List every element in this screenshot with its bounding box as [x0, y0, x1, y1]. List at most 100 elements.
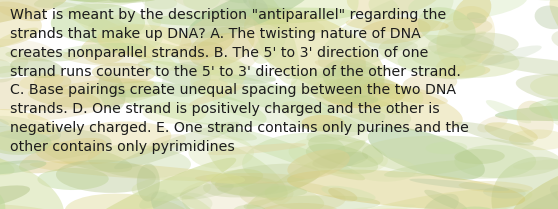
Ellipse shape: [0, 39, 28, 74]
Ellipse shape: [320, 76, 406, 108]
Ellipse shape: [151, 192, 208, 209]
Ellipse shape: [0, 0, 67, 32]
Ellipse shape: [244, 8, 385, 93]
Ellipse shape: [345, 17, 449, 32]
Ellipse shape: [145, 0, 256, 47]
Ellipse shape: [460, 32, 519, 54]
Ellipse shape: [189, 84, 245, 106]
Ellipse shape: [0, 183, 6, 209]
Ellipse shape: [517, 101, 554, 139]
Ellipse shape: [74, 0, 166, 10]
Ellipse shape: [215, 176, 280, 196]
Ellipse shape: [410, 179, 509, 191]
Ellipse shape: [62, 49, 153, 66]
Ellipse shape: [330, 204, 416, 209]
Ellipse shape: [247, 140, 365, 209]
Ellipse shape: [458, 206, 509, 209]
Ellipse shape: [56, 160, 156, 193]
Ellipse shape: [138, 61, 335, 115]
Ellipse shape: [428, 33, 494, 58]
Ellipse shape: [516, 74, 558, 115]
Ellipse shape: [312, 152, 368, 168]
Ellipse shape: [492, 157, 558, 209]
Ellipse shape: [178, 13, 264, 81]
Ellipse shape: [0, 109, 60, 135]
Ellipse shape: [0, 119, 20, 136]
Ellipse shape: [88, 14, 161, 36]
Ellipse shape: [461, 51, 504, 66]
Ellipse shape: [48, 0, 121, 2]
Text: C. Base pairings create unequal spacing between the two DNA: C. Base pairings create unequal spacing …: [10, 83, 456, 97]
Ellipse shape: [384, 160, 483, 177]
Ellipse shape: [434, 31, 486, 55]
Ellipse shape: [311, 208, 416, 209]
Ellipse shape: [257, 203, 339, 209]
Ellipse shape: [193, 79, 228, 89]
Ellipse shape: [0, 66, 21, 78]
Ellipse shape: [397, 51, 485, 79]
Ellipse shape: [360, 18, 431, 44]
Ellipse shape: [190, 56, 246, 97]
Ellipse shape: [433, 65, 490, 79]
Ellipse shape: [321, 186, 376, 201]
Ellipse shape: [50, 79, 154, 95]
Ellipse shape: [92, 63, 155, 83]
Ellipse shape: [243, 0, 268, 13]
Ellipse shape: [0, 126, 112, 166]
Ellipse shape: [318, 0, 454, 71]
Ellipse shape: [323, 58, 384, 98]
Ellipse shape: [51, 4, 145, 43]
Ellipse shape: [82, 158, 236, 209]
Ellipse shape: [301, 115, 345, 131]
Ellipse shape: [378, 35, 519, 78]
Ellipse shape: [0, 59, 16, 82]
Ellipse shape: [423, 194, 459, 209]
Ellipse shape: [208, 143, 288, 201]
Ellipse shape: [286, 67, 393, 79]
Ellipse shape: [147, 134, 186, 152]
Text: creates nonparallel strands. B. The 5' to 3' direction of one: creates nonparallel strands. B. The 5' t…: [10, 46, 429, 60]
Ellipse shape: [66, 8, 179, 71]
Ellipse shape: [291, 68, 355, 97]
Ellipse shape: [311, 78, 463, 131]
Ellipse shape: [30, 162, 239, 181]
Ellipse shape: [37, 168, 109, 190]
Ellipse shape: [180, 176, 294, 209]
Ellipse shape: [114, 122, 239, 169]
Ellipse shape: [306, 70, 396, 104]
Ellipse shape: [281, 101, 369, 143]
Ellipse shape: [530, 75, 558, 97]
Ellipse shape: [454, 145, 536, 178]
Ellipse shape: [176, 121, 257, 141]
Ellipse shape: [454, 149, 505, 164]
Ellipse shape: [477, 116, 508, 133]
Ellipse shape: [248, 0, 359, 34]
Ellipse shape: [418, 7, 475, 48]
Text: strands that make up DNA? A. The twisting nature of DNA: strands that make up DNA? A. The twistin…: [10, 27, 421, 41]
Ellipse shape: [0, 28, 39, 48]
Ellipse shape: [10, 57, 63, 78]
Ellipse shape: [0, 75, 160, 111]
Ellipse shape: [374, 87, 424, 114]
Ellipse shape: [513, 158, 558, 170]
Ellipse shape: [35, 121, 171, 165]
Ellipse shape: [189, 135, 254, 169]
Ellipse shape: [169, 42, 224, 60]
Ellipse shape: [28, 87, 100, 108]
Ellipse shape: [529, 98, 558, 121]
Ellipse shape: [453, 0, 492, 31]
Ellipse shape: [308, 134, 383, 167]
Ellipse shape: [0, 116, 61, 142]
Ellipse shape: [153, 192, 213, 209]
Ellipse shape: [0, 0, 172, 3]
Ellipse shape: [109, 0, 196, 2]
Ellipse shape: [6, 50, 79, 61]
Ellipse shape: [336, 51, 366, 92]
Ellipse shape: [239, 181, 345, 209]
Ellipse shape: [42, 143, 132, 172]
Ellipse shape: [551, 30, 558, 50]
Ellipse shape: [368, 0, 399, 18]
Ellipse shape: [137, 163, 160, 201]
Ellipse shape: [34, 0, 124, 8]
Ellipse shape: [412, 44, 482, 67]
